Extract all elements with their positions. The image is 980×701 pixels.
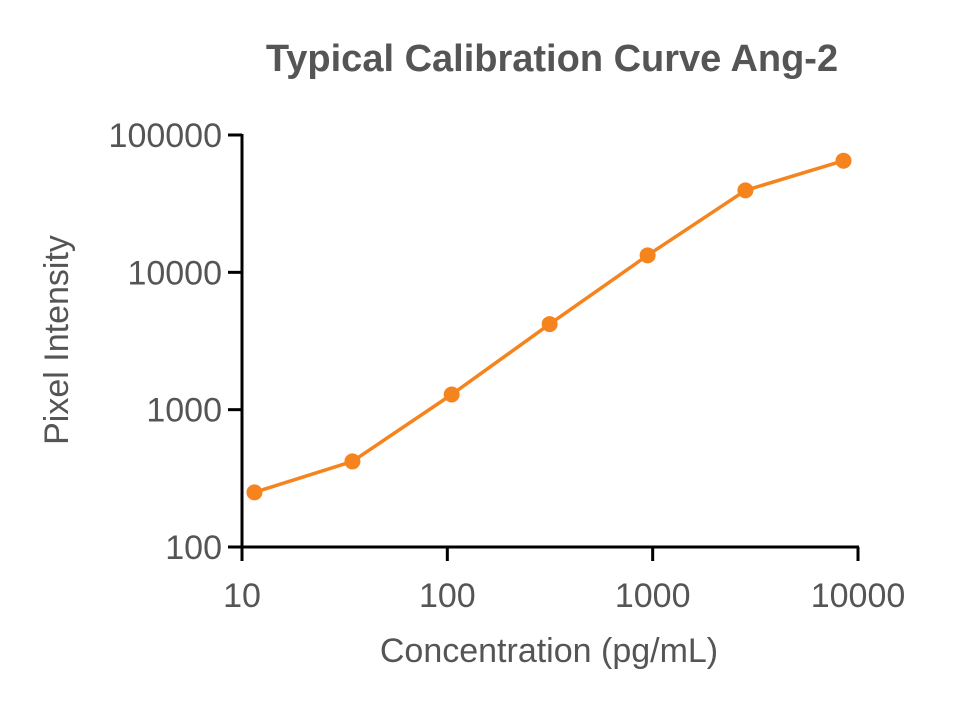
data-point [246, 484, 263, 501]
x-axis-label: Concentration (pg/mL) [380, 632, 718, 670]
y-axis-ticks: 100 1000 10000 100000 [109, 117, 242, 567]
y-axis-label: Pixel Intensity [38, 235, 76, 445]
y-tick-label: 100000 [109, 117, 222, 155]
data-point [541, 316, 558, 333]
y-tick-label: 1000 [146, 392, 222, 430]
x-tick-label: 10000 [811, 577, 906, 615]
data-point [639, 247, 656, 264]
x-axis-ticks: 10 100 1000 10000 [223, 547, 905, 615]
plot-area [246, 152, 852, 501]
data-point [344, 453, 361, 470]
data-point [835, 152, 852, 169]
axes [240, 134, 859, 549]
x-tick-label: 10 [223, 577, 261, 615]
data-point [443, 386, 460, 403]
x-tick-label: 1000 [615, 577, 691, 615]
data-point [737, 182, 754, 199]
y-tick-label: 100 [165, 529, 222, 567]
x-tick-label: 100 [419, 577, 476, 615]
y-tick-label: 10000 [127, 254, 222, 292]
chart-title: Typical Calibration Curve Ang-2 [266, 38, 838, 80]
